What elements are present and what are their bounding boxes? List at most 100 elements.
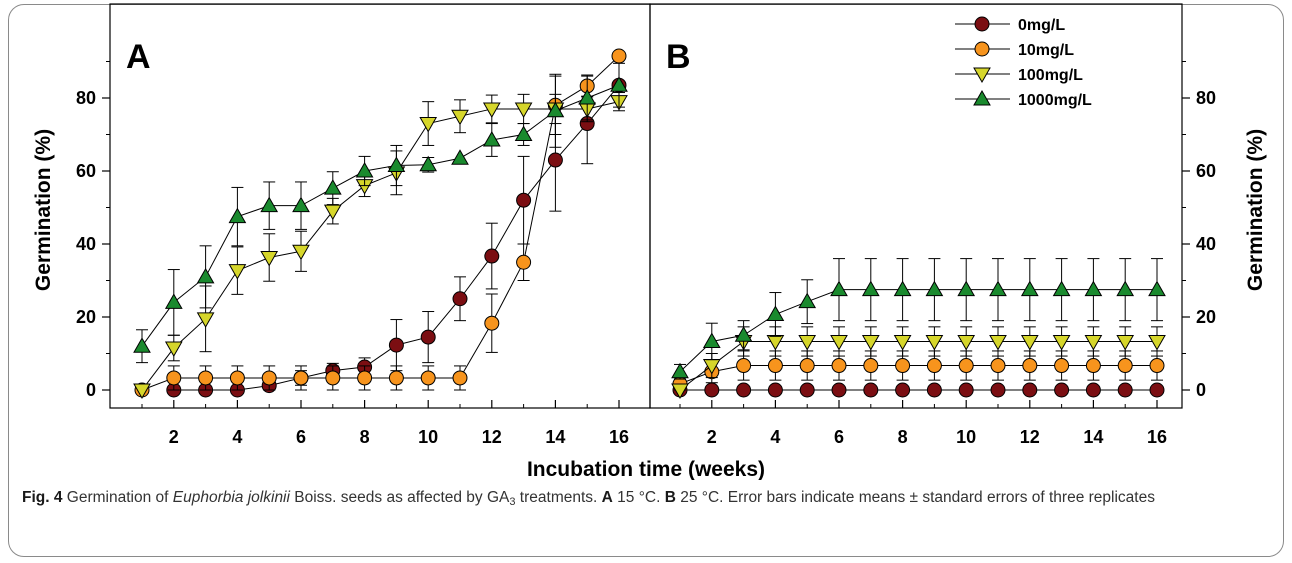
x-tick-label: 6 bbox=[834, 427, 844, 447]
data-point bbox=[388, 337, 404, 353]
x-tick-label: 12 bbox=[482, 427, 502, 447]
data-point bbox=[671, 362, 689, 379]
series-line bbox=[141, 84, 620, 347]
legend-marker bbox=[974, 41, 990, 57]
data-point bbox=[1085, 382, 1101, 398]
series-0mg-per-l bbox=[672, 382, 1165, 398]
data-point bbox=[767, 382, 783, 398]
data-point bbox=[133, 337, 151, 353]
series-group bbox=[133, 48, 628, 400]
data-point bbox=[861, 334, 880, 351]
series-0mg-per-l bbox=[166, 77, 627, 398]
data-point bbox=[451, 149, 469, 165]
data-point bbox=[1116, 334, 1135, 351]
data-point bbox=[228, 264, 247, 280]
data-point bbox=[547, 152, 563, 168]
panel-a: 2 4 6 8 10 12 14 16 0 20 40 60 80 A bbox=[76, 3, 651, 447]
data-point bbox=[578, 88, 597, 105]
legend-marker bbox=[973, 67, 991, 84]
x-tick-label: 2 bbox=[707, 427, 717, 447]
data-point bbox=[831, 358, 847, 374]
data-point bbox=[799, 358, 815, 374]
caption-a-text: 15 °C. bbox=[612, 489, 665, 506]
data-point bbox=[925, 334, 944, 351]
data-point bbox=[895, 358, 911, 374]
series-100mg-per-l bbox=[133, 92, 628, 400]
data-point bbox=[260, 251, 279, 267]
data-point bbox=[989, 334, 1007, 351]
series-line bbox=[679, 340, 1157, 391]
y-tick-label: 0 bbox=[1196, 380, 1206, 400]
data-point bbox=[863, 382, 879, 398]
series-group bbox=[671, 258, 1166, 400]
y-axis-title-left: Germination (%) bbox=[32, 129, 55, 291]
x-tick-label: 8 bbox=[360, 427, 370, 447]
series-10mg-per-l bbox=[134, 48, 627, 398]
data-point bbox=[419, 155, 438, 172]
data-point bbox=[766, 305, 785, 321]
data-point bbox=[831, 382, 847, 398]
data-point bbox=[926, 358, 942, 374]
y-tick-label: 40 bbox=[1196, 234, 1216, 254]
data-point bbox=[293, 370, 309, 386]
panel-label: B bbox=[666, 38, 691, 76]
data-point bbox=[387, 156, 406, 173]
data-point bbox=[516, 254, 532, 270]
data-point bbox=[1052, 334, 1071, 351]
data-point bbox=[164, 341, 183, 358]
y-tick-label: 80 bbox=[1196, 88, 1216, 108]
x-tick-label: 2 bbox=[169, 427, 179, 447]
data-point bbox=[1054, 382, 1070, 398]
data-point bbox=[166, 370, 182, 386]
data-point bbox=[196, 312, 215, 328]
legend-label: 0mg/L bbox=[1018, 17, 1065, 34]
y-tick-label: 20 bbox=[76, 307, 96, 327]
data-point bbox=[482, 102, 501, 118]
series-1000mg-per-l bbox=[671, 258, 1166, 380]
data-point bbox=[323, 179, 342, 195]
caption-a-label: A bbox=[601, 489, 613, 506]
data-point bbox=[958, 382, 974, 398]
y-tick-label: 80 bbox=[76, 88, 96, 108]
caption-text-1: Germination of bbox=[62, 489, 173, 506]
y-axis-title-right: Germination (%) bbox=[1244, 129, 1267, 291]
data-point bbox=[228, 207, 247, 224]
data-point bbox=[261, 370, 277, 386]
x-tick-label: 10 bbox=[956, 427, 976, 447]
x-tick-label: 16 bbox=[1147, 427, 1167, 447]
data-point bbox=[610, 76, 628, 92]
data-point bbox=[704, 382, 720, 398]
data-point bbox=[451, 109, 469, 126]
caption-b-label: B bbox=[664, 489, 676, 506]
data-point bbox=[799, 382, 815, 398]
data-point bbox=[292, 196, 310, 213]
data-point bbox=[514, 125, 533, 141]
data-point bbox=[767, 358, 783, 374]
series-line bbox=[141, 101, 620, 391]
x-tick-label: 16 bbox=[609, 427, 629, 447]
series-1000mg-per-l bbox=[133, 62, 628, 364]
data-point bbox=[989, 280, 1007, 297]
y-tick-label: 20 bbox=[1196, 307, 1216, 327]
x-tick-label: 14 bbox=[1083, 427, 1103, 447]
data-point bbox=[893, 280, 912, 297]
data-point bbox=[990, 358, 1006, 374]
data-point bbox=[895, 382, 911, 398]
plot-area-border bbox=[109, 3, 651, 409]
data-point bbox=[1020, 280, 1039, 297]
data-point bbox=[702, 332, 721, 348]
caption-text-2: Boiss. seeds as affected by GA bbox=[289, 489, 510, 506]
data-point bbox=[925, 280, 944, 297]
legend-label: 100mg/L bbox=[1018, 67, 1083, 84]
x-tick-label: 6 bbox=[296, 427, 306, 447]
caption-text-3: treatments. bbox=[515, 489, 602, 506]
x-tick-label: 4 bbox=[770, 427, 780, 447]
data-point bbox=[546, 101, 565, 118]
legend-label: 1000mg/L bbox=[1018, 92, 1092, 109]
data-point bbox=[736, 382, 752, 398]
data-point bbox=[1084, 280, 1103, 297]
y-tick-label: 40 bbox=[76, 234, 96, 254]
data-point bbox=[1022, 358, 1038, 374]
data-point bbox=[164, 293, 183, 309]
data-point bbox=[357, 370, 373, 386]
